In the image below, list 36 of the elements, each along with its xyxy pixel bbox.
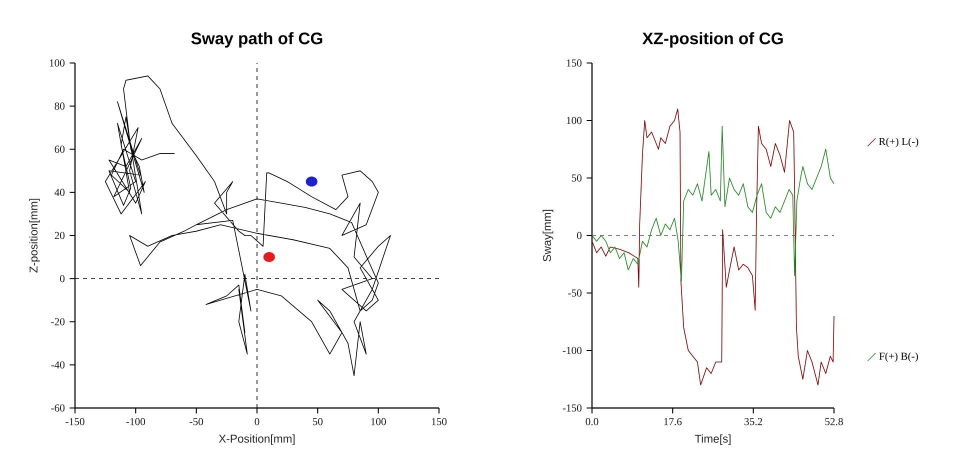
legend-label: F(+) B(-)	[879, 352, 918, 362]
y-tick-label: 60	[54, 146, 65, 153]
y-axis-title: Z-position[mm]	[29, 198, 40, 273]
y-tick-label: -20	[51, 318, 65, 326]
x-axis-title: X-Position[mm]	[218, 434, 295, 445]
y-tick-label: 40	[54, 188, 65, 196]
x-tick-label: -50	[190, 418, 204, 426]
y-axis-title: Sway[mm]	[542, 210, 554, 262]
x-tick-label: 0	[254, 418, 260, 426]
y-tick-label: -50	[568, 289, 582, 297]
y-tick-label: 50	[572, 174, 582, 182]
chart-title: XZ-position of CG	[642, 32, 783, 48]
x-tick-label: 0.0	[586, 418, 598, 426]
x-tick-label: 150	[432, 418, 447, 426]
x-tick-label: 35.2	[744, 418, 762, 426]
y-tick-label: 0	[577, 232, 582, 240]
y-tick-label: -150	[562, 404, 582, 412]
y-tick-label: 80	[54, 102, 65, 110]
y-tick-label: 20	[54, 232, 65, 240]
x-tick-label: 52.8	[825, 418, 843, 426]
y-tick-label: 100	[566, 116, 582, 124]
chart-title: Sway path of CG	[191, 32, 322, 48]
x-tick-label: 100	[371, 418, 386, 426]
x-tick-label: 17.6	[664, 418, 682, 426]
x-axis-title: Time[s]	[694, 434, 731, 445]
legend-label: R(+) L(-)	[878, 138, 918, 148]
x-tick-label: -150	[66, 418, 84, 426]
y-tick-label: 100	[50, 59, 65, 67]
x-tick-label: -100	[126, 418, 146, 426]
y-tick-label: -40	[51, 361, 65, 368]
y-tick-label: -60	[51, 404, 65, 412]
x-tick-label: 50	[312, 418, 323, 426]
line-series	[592, 108, 834, 386]
y-tick-label: 150	[566, 59, 582, 67]
y-tick-label: -100	[562, 346, 582, 354]
y-tick-label: 0	[60, 275, 65, 282]
